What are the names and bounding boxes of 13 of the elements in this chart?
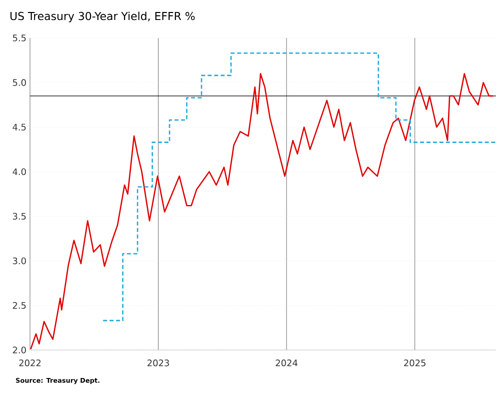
x-tick-label: 2022 [19,360,41,366]
y-tick-label: 4.0 [12,168,26,176]
x-tick-label: 2024 [276,360,298,366]
y-tick-label: 5.0 [12,79,26,86]
y-tick-label: 3.0 [12,257,26,264]
x-tick-label: 2023 [148,360,169,366]
y-tick-label: 2.0 [12,346,26,354]
y-tick-label: 5.5 [12,34,26,42]
y-tick-label: 2.5 [12,302,26,309]
y-tick-label: 3.5 [12,212,26,220]
y-tick-label: 4.5 [12,124,26,130]
x-tick-label: 2025 [404,360,426,366]
chart-title: US Treasury 30-Year Yield, EFFR % [10,12,195,22]
